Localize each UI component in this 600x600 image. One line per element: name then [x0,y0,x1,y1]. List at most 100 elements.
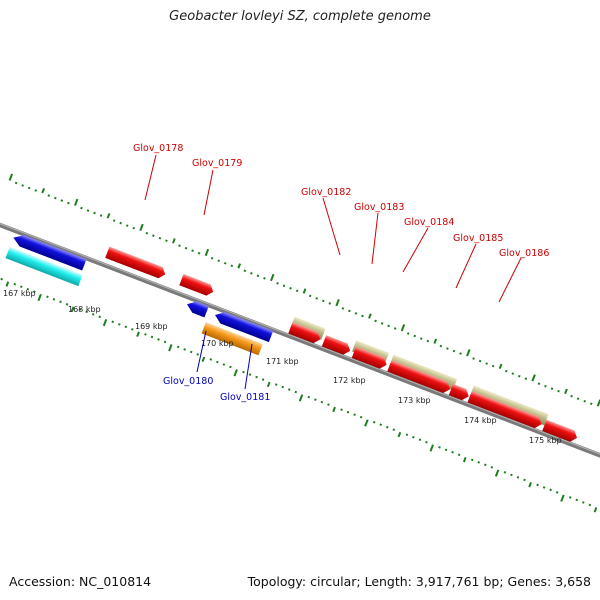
minor-tick [426,339,430,343]
scale-labels: 167 kbp 168 kbp 169 kbp 170 kbp 171 kbp … [3,289,562,445]
minor-tick [483,463,487,467]
minor-tick [328,302,332,305]
minor-tick [353,413,356,416]
gene-arrow-glov-0185 [387,360,451,393]
minor-tick [60,199,64,202]
minor-tick [536,483,539,487]
minor-tick [157,338,160,341]
scale-label-171: 171 kbp [266,357,299,366]
minor-tick [346,410,350,414]
minor-tick [524,377,528,380]
minor-tick [503,471,507,474]
minor-tick [374,319,377,323]
minor-tick [86,209,90,212]
minor-tick [243,269,247,273]
minor-tick [217,259,221,263]
minor-tick [91,313,95,316]
minor-tick [27,186,31,190]
minor-tick [418,438,422,442]
gene-label-glov-0181: Glov_0181 [220,392,270,403]
minor-tick [158,236,162,240]
minor-tick [281,385,284,389]
minor-tick [256,274,260,278]
mid-tick [433,338,438,344]
gene-arrow-glov-0178 [105,246,166,279]
major-tick [531,374,536,382]
minor-tick [405,433,409,437]
mid-tick [564,388,568,395]
forward-strand-features [105,246,578,442]
mid-tick [136,331,140,337]
gene-arrow-reverse-1 [13,235,87,271]
mid-tick [201,356,206,362]
minor-tick [111,320,115,324]
minor-tick [80,206,83,210]
minor-tick [446,347,449,350]
minor-tick [263,277,266,280]
gene-label-glov-0182: Glov_0182 [301,187,351,198]
minor-tick [93,211,96,215]
minor-tick [412,435,415,439]
minor-tick [583,399,586,403]
gene-arrow-glov-0179 [179,274,214,296]
minor-tick [34,189,38,192]
minor-tick [555,491,559,494]
minor-tick [380,322,384,325]
minor-tick [125,224,129,227]
mid-tick [397,431,402,438]
minor-tick [582,501,585,504]
gene-arrow-glov-0186 [467,391,542,429]
minor-tick [276,282,279,285]
major-tick [364,419,369,427]
minor-tick [191,249,194,253]
minor-tick [359,415,363,419]
minor-tick [295,289,299,293]
minor-tick [118,323,121,326]
minor-tick [387,324,390,328]
gene-label-glov-0185: Glov_0185 [453,233,503,244]
minor-tick [13,282,17,286]
minor-tick [589,402,593,406]
minor-tick [544,384,547,388]
minor-tick [491,364,495,368]
minor-tick [119,221,122,225]
major-tick [37,293,42,302]
minor-tick [308,294,312,298]
minor-tick [511,372,515,375]
scale-label-173: 173 kbp [398,396,431,405]
minor-tick [413,334,417,338]
minor-tick [379,423,383,426]
major-tick [233,369,238,377]
minor-tick [65,302,69,306]
minor-tick [196,353,200,356]
major-tick [560,494,565,502]
minor-tick [470,458,474,462]
minor-tick [26,287,30,291]
minor-tick [314,398,317,401]
gene-arrow-glov-0185b [448,383,469,401]
mid-tick [368,313,372,319]
major-tick [270,273,275,282]
scale-label-169: 169 kbp [135,322,168,331]
minor-tick [438,445,441,449]
minor-tick [112,219,116,222]
minor-tick [274,383,278,386]
minor-tick [165,239,168,242]
minor-tick [67,201,70,205]
minor-tick [459,352,462,355]
minor-tick [152,234,155,237]
minor-tick [0,277,3,281]
mid-tick [593,507,598,513]
minor-tick [178,244,181,247]
mid-tick [172,238,176,244]
minor-tick [14,181,18,185]
major-tick [494,469,500,477]
minor-tick [46,295,49,299]
major-tick [335,299,340,307]
minor-tick [294,390,298,394]
minor-tick [576,397,580,401]
outer-tick-ruler [8,173,600,407]
minor-tick [20,285,23,289]
minor-tick [176,345,180,349]
major-tick [139,223,144,232]
